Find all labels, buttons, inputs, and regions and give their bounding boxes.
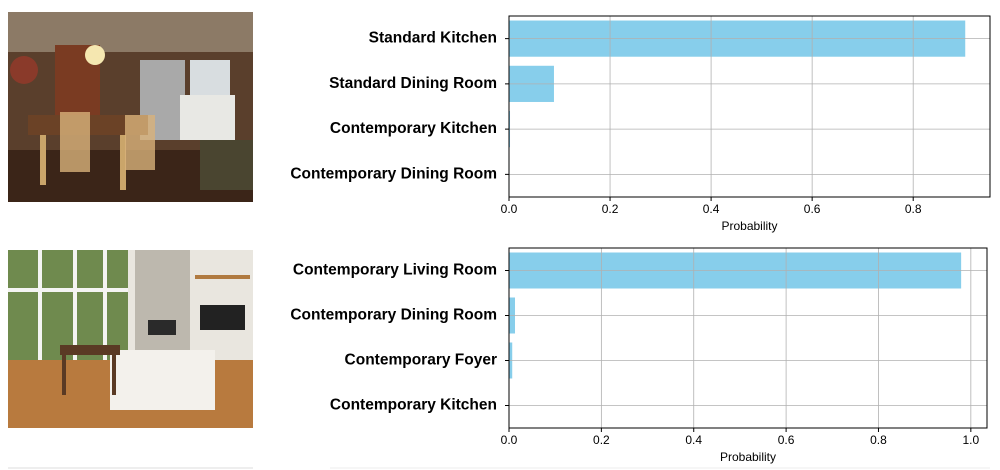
x-tick-label: 0.4 — [703, 202, 720, 216]
photo-kitchen — [8, 12, 253, 202]
x-tick-label: 0.0 — [501, 433, 518, 447]
plot-frame — [508, 247, 988, 429]
x-axis-label: Probability — [720, 450, 776, 464]
y-tick-label: Contemporary Dining Room — [290, 307, 497, 324]
x-tick-label: 0.2 — [602, 202, 619, 216]
y-tick-label: Contemporary Living Room — [293, 262, 497, 279]
y-tick-label: Contemporary Kitchen — [330, 397, 497, 414]
x-tick-label: 0.6 — [778, 433, 795, 447]
x-tick-label: 0.2 — [593, 433, 610, 447]
y-tick-label: Contemporary Kitchen — [330, 120, 497, 137]
x-tick-label: 0.8 — [905, 202, 922, 216]
x-tick-label: 0.8 — [870, 433, 887, 447]
x-tick-label: 0.0 — [501, 202, 518, 216]
x-tick-label: 1.0 — [962, 433, 979, 447]
plot-frame — [508, 15, 991, 198]
x-tick-label: 0.6 — [804, 202, 821, 216]
y-tick-label: Standard Dining Room — [329, 75, 497, 92]
y-tick-label: Standard Kitchen — [369, 30, 497, 47]
y-tick-label: Contemporary Foyer — [345, 352, 497, 369]
x-axis-label: Probability — [721, 219, 777, 233]
y-tick-label: Contemporary Dining Room — [290, 165, 497, 182]
photo-living-room — [8, 250, 253, 428]
x-tick-label: 0.4 — [685, 433, 702, 447]
